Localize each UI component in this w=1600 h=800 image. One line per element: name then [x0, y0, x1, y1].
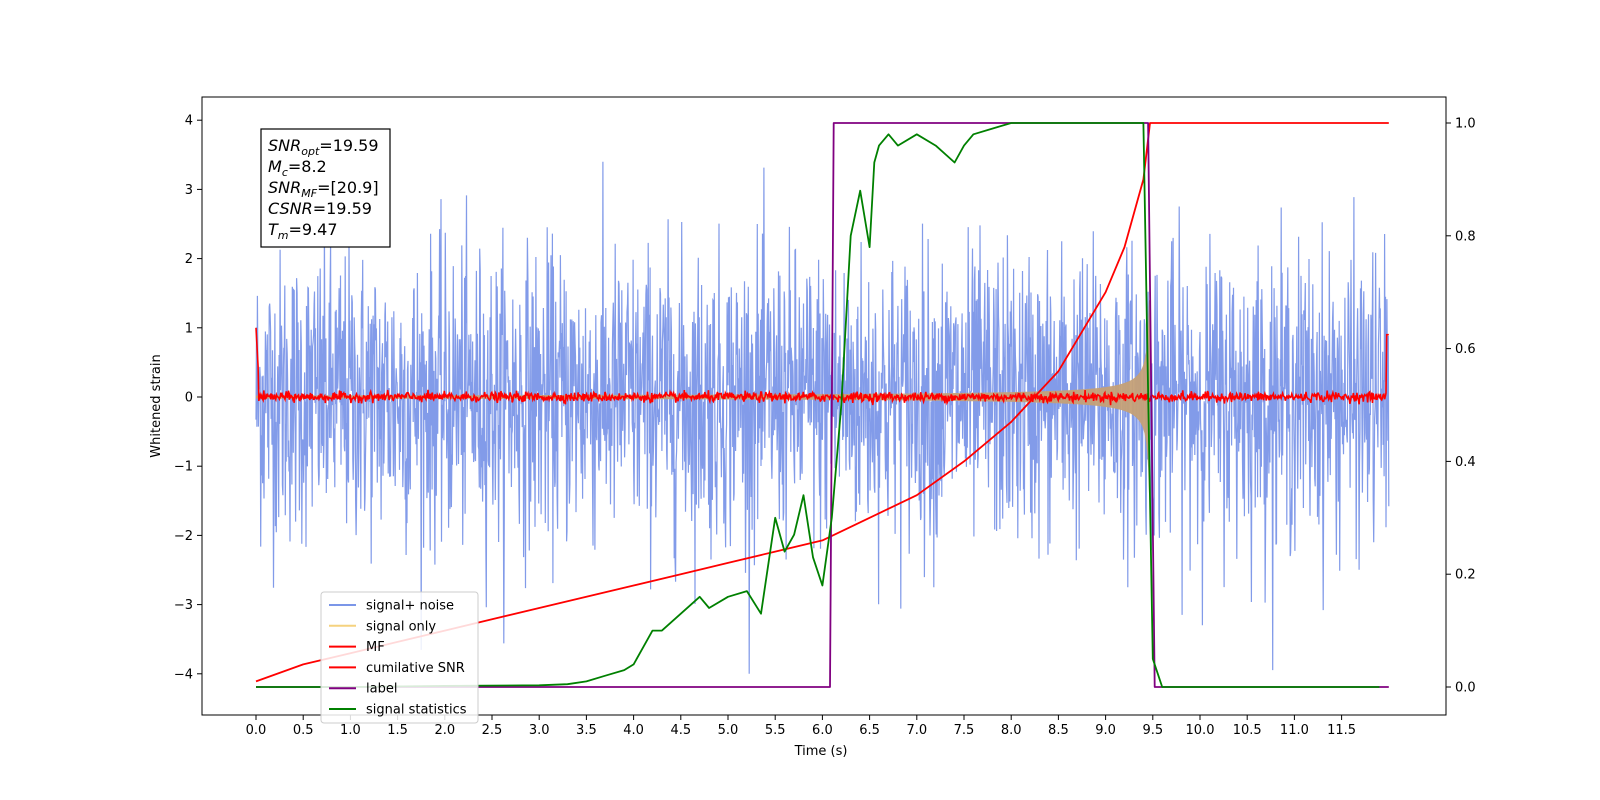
- y-tick-label: 2: [185, 252, 193, 267]
- y-tick-label: 1: [185, 321, 193, 336]
- x-tick-label: 8.0: [1001, 723, 1022, 738]
- x-tick-label: 11.0: [1280, 723, 1309, 738]
- x-tick-label: 6.0: [812, 723, 833, 738]
- x-tick-label: 7.5: [954, 723, 975, 738]
- y2-tick-label: 0.6: [1455, 342, 1476, 357]
- y-axis-label: Whitened strain: [149, 354, 164, 457]
- signal-noise-series: [255, 161, 1390, 674]
- x-tick-label: 3.0: [529, 723, 550, 738]
- y2-tick-label: 1.0: [1455, 117, 1476, 132]
- x-tick-label: 10.0: [1186, 723, 1215, 738]
- info-box-frame: [260, 128, 391, 248]
- y-axis-right: 1.0 0.8 0.6 0.4 0.2 0.0: [1446, 117, 1476, 696]
- y-tick-label: 0: [185, 391, 193, 406]
- y2-tick-label: 0.8: [1455, 229, 1476, 244]
- signal-statistics-line: [256, 122, 1380, 688]
- x-axis-label: Time (s): [794, 744, 848, 759]
- legend-label: label: [366, 682, 397, 697]
- x-tick-label: 2.5: [482, 723, 503, 738]
- info-box-line: Tm=9.47: [268, 220, 338, 242]
- x-tick-label: 8.5: [1048, 723, 1069, 738]
- x-tick-label: 5.5: [765, 723, 786, 738]
- x-tick-label: 9.0: [1095, 723, 1116, 738]
- x-tick-label: 2.0: [434, 723, 455, 738]
- legend-label: cumilative SNR: [366, 661, 465, 676]
- info-box-line: CSNR=19.59: [268, 199, 372, 218]
- y-tick-label: −2: [174, 529, 193, 544]
- y2-tick-label: 0.4: [1455, 455, 1476, 470]
- x-tick-label: 10.5: [1233, 723, 1262, 738]
- info-box-line: SNRMF=[20.9]: [268, 178, 379, 200]
- legend-label: signal+ noise: [366, 599, 454, 614]
- x-tick-label: 5.0: [718, 723, 739, 738]
- y-axis-left: 4 3 2 1 0 −1 −2 −3 −4: [174, 114, 202, 682]
- y-tick-label: 4: [185, 114, 193, 129]
- x-tick-label: 9.5: [1142, 723, 1163, 738]
- legend-label: signal statistics: [366, 703, 467, 718]
- signal-statistics-series: [256, 122, 1380, 688]
- signal-noise-line: [255, 161, 1390, 674]
- info-box-line: SNRopt=19.59: [268, 136, 379, 158]
- y-tick-label: −3: [174, 598, 193, 613]
- x-tick-label: 1.5: [387, 723, 408, 738]
- x-tick-label: 7.0: [906, 723, 927, 738]
- x-axis: 0.0 0.5 1.0 1.5 2.0 2.5 3.0 3.5 4.0 4.5 5.0 5.5 6.0 6…: [246, 715, 1356, 738]
- y-tick-label: −1: [174, 460, 193, 475]
- y2-tick-label: 0.2: [1455, 568, 1476, 583]
- y-tick-label: 3: [185, 183, 193, 198]
- x-tick-label: 6.5: [859, 723, 880, 738]
- x-tick-label: 0.5: [293, 723, 314, 738]
- x-tick-label: 4.5: [670, 723, 691, 738]
- y-tick-label: −4: [174, 667, 193, 682]
- mf-series: [255, 327, 1389, 406]
- plot-frame: [201, 96, 1447, 716]
- x-tick-label: 1.0: [340, 723, 361, 738]
- x-tick-label: 3.5: [576, 723, 597, 738]
- x-tick-label: 0.0: [246, 723, 267, 738]
- info-box: SNRopt=19.59Mc=8.2SNRMF=[20.9]CSNR=19.59…: [260, 128, 391, 248]
- legend: signal+ noise signal only MF cumilative SNR…: [320, 591, 479, 724]
- mf-line: [255, 327, 1389, 406]
- y2-tick-label: 0.0: [1455, 681, 1476, 696]
- info-box-line: Mc=8.2: [268, 157, 327, 179]
- legend-label: MF: [366, 640, 385, 655]
- x-tick-label: 11.5: [1327, 723, 1356, 738]
- legend-frame: [320, 591, 479, 724]
- legend-label: signal only: [366, 619, 436, 634]
- x-tick-label: 4.0: [623, 723, 644, 738]
